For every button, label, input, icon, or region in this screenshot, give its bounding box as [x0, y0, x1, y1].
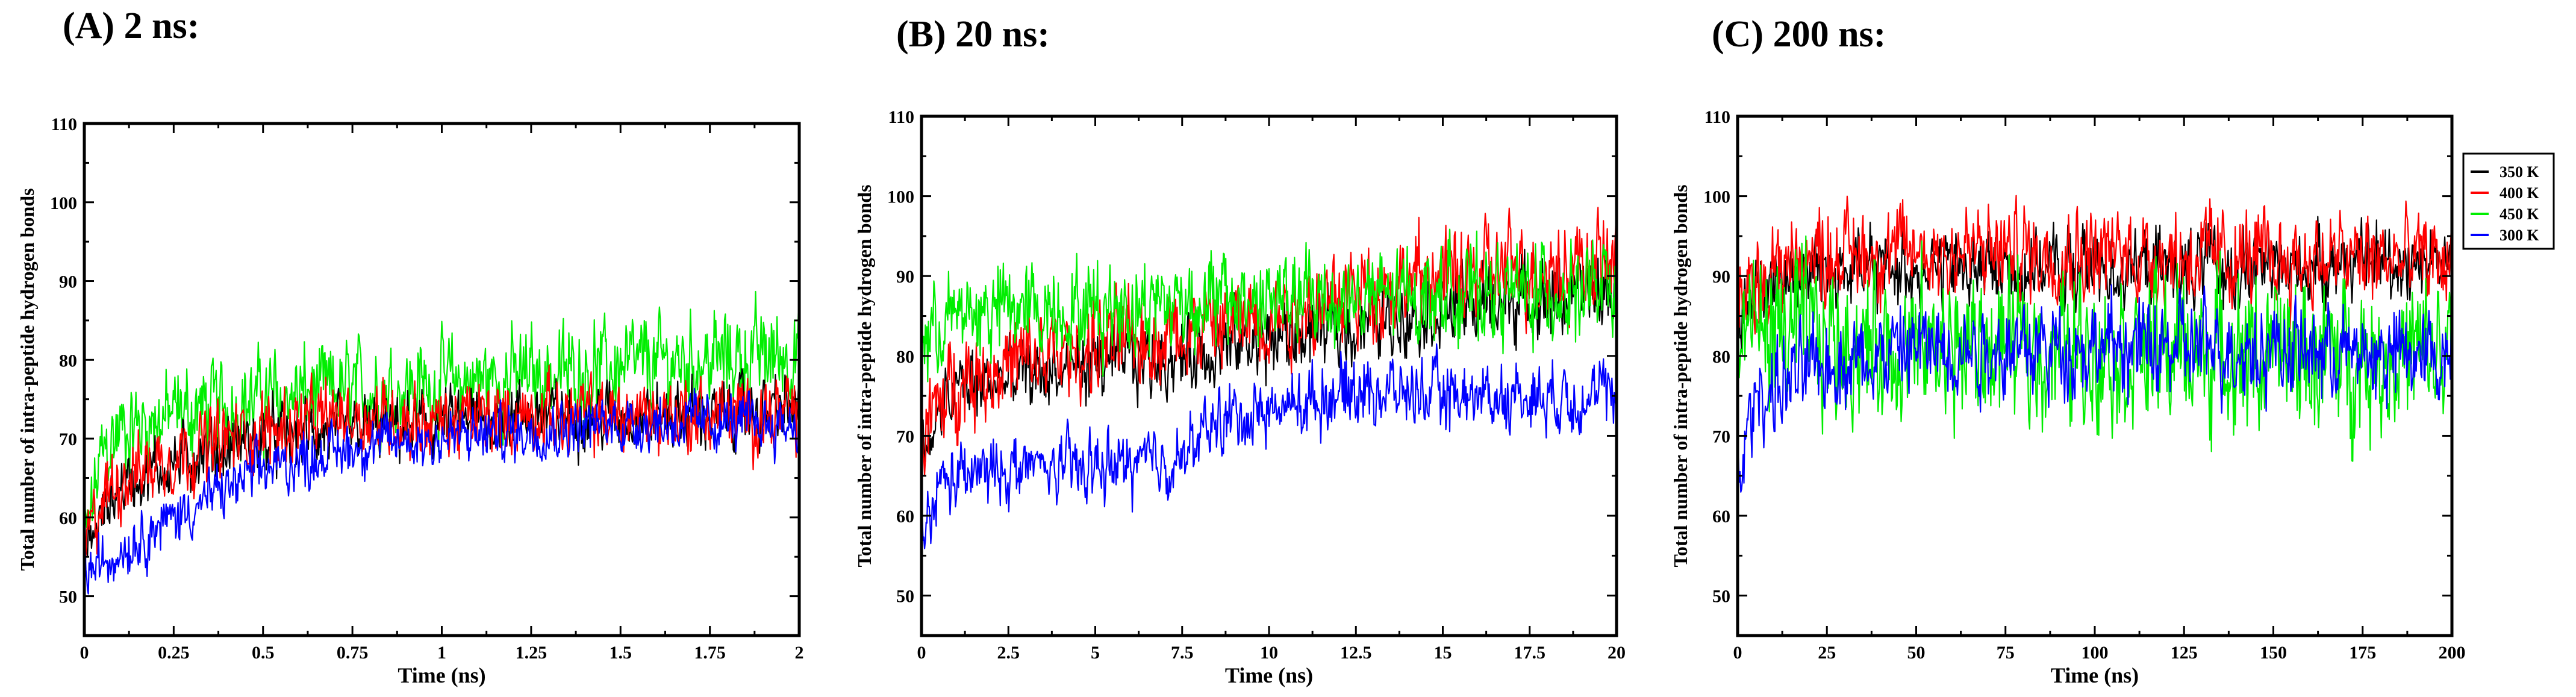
- x-tick-label: 0: [917, 643, 926, 663]
- y-tick-label: 50: [896, 587, 914, 607]
- x-axis-label: Time (ns): [1225, 663, 1313, 687]
- legend: 350 K 400 K 450 K 300 K: [2462, 152, 2555, 250]
- x-tick-label: 12.5: [1340, 643, 1372, 663]
- chart-panel-0: 50 60 70 80 90 100 110 0 0.25 0.5 0.75 1 1.25 1.5 1.75…: [16, 114, 804, 687]
- x-tick-label: 0.5: [252, 643, 275, 663]
- y-tick-label: 80: [896, 347, 914, 367]
- y-tick-label: 50: [59, 587, 77, 607]
- series-line-450k: [84, 290, 799, 549]
- panel-title-a: (A) 2 ns:: [63, 5, 200, 46]
- y-axis-label: Total number of intra-peptide hydrogen b…: [853, 184, 875, 567]
- x-tick-label: 0: [1733, 643, 1742, 663]
- x-tick-label: 2.5: [997, 643, 1020, 663]
- x-tick-label: 1.25: [516, 643, 547, 663]
- x-tick-label: 1.75: [694, 643, 726, 663]
- x-tick-label: 2: [795, 643, 804, 663]
- x-tick-label: 17.5: [1514, 643, 1546, 663]
- y-tick-label: 100: [50, 193, 77, 213]
- panel-title-c: (C) 200 ns:: [1712, 14, 1886, 55]
- x-tick-label: 50: [1907, 643, 1926, 663]
- y-tick-label: 60: [1712, 507, 1730, 527]
- y-tick-label: 80: [59, 351, 77, 370]
- y-tick-label: 110: [51, 114, 77, 134]
- y-tick-label: 60: [896, 507, 914, 527]
- legend-entry: 400 K: [2500, 184, 2540, 202]
- series-line-300k: [84, 387, 799, 595]
- series-line-400k: [1738, 195, 2452, 335]
- y-tick-label: 100: [887, 187, 914, 207]
- legend-entry: 300 K: [2500, 227, 2540, 244]
- x-tick-label: 75: [1997, 643, 2015, 663]
- x-tick-label: 150: [2260, 643, 2287, 663]
- y-tick-label: 80: [1712, 347, 1730, 367]
- series-line-300k: [1738, 284, 2452, 493]
- x-axis-label: Time (ns): [2051, 663, 2139, 687]
- legend-entry: 350 K: [2500, 163, 2540, 181]
- x-tick-label: 0.75: [337, 643, 369, 663]
- y-tick-label: 90: [59, 272, 77, 292]
- legend-box: [2462, 152, 2555, 250]
- chart-panel-2: 50 60 70 80 90 100 110 0 25 50 75 100 125 150 175 200 Ti…: [1670, 107, 2555, 687]
- x-tick-label: 175: [2349, 643, 2376, 663]
- x-tick-label: 200: [2439, 643, 2466, 663]
- panel-title-b: (B) 20 ns:: [896, 14, 1050, 55]
- y-tick-label: 90: [1712, 267, 1730, 287]
- y-tick-label: 60: [59, 508, 77, 528]
- series-line-300k: [922, 343, 1617, 555]
- y-tick-label: 110: [1704, 107, 1730, 127]
- x-tick-label: 125: [2171, 643, 2198, 663]
- y-tick-label: 70: [59, 430, 77, 449]
- x-tick-label: 0: [80, 643, 89, 663]
- y-tick-label: 90: [896, 267, 914, 287]
- x-tick-label: 15: [1434, 643, 1452, 663]
- x-tick-label: 5: [1091, 643, 1100, 663]
- x-tick-label: 1: [437, 643, 446, 663]
- series-line-350k: [84, 368, 799, 580]
- x-tick-label: 25: [1818, 643, 1836, 663]
- y-tick-label: 50: [1712, 587, 1730, 607]
- y-tick-label: 70: [1712, 427, 1730, 446]
- y-tick-label: 110: [888, 107, 914, 127]
- y-axis-label: Total number of intra-peptide hydrogen b…: [1670, 184, 1691, 567]
- y-tick-label: 100: [1703, 187, 1730, 207]
- series-line-400k: [922, 207, 1617, 476]
- x-tick-label: 100: [2082, 643, 2109, 663]
- x-tick-label: 1.5: [610, 643, 632, 663]
- x-tick-label: 7.5: [1171, 643, 1194, 663]
- legend-entry: 450 K: [2500, 205, 2540, 223]
- y-tick-label: 70: [896, 427, 914, 446]
- y-axis-label: Total number of intra-peptide hydrogen b…: [16, 188, 38, 570]
- x-axis-label: Time (ns): [398, 663, 485, 687]
- x-tick-label: 0.25: [158, 643, 190, 663]
- x-tick-label: 10: [1260, 643, 1278, 663]
- x-tick-label: 20: [1608, 643, 1626, 663]
- chart-panel-1: 50 60 70 80 90 100 110 0 2.5 5 7.5 10 12.5 15 17.5 20 Ti…: [853, 107, 1626, 687]
- series-line-450k: [922, 228, 1617, 383]
